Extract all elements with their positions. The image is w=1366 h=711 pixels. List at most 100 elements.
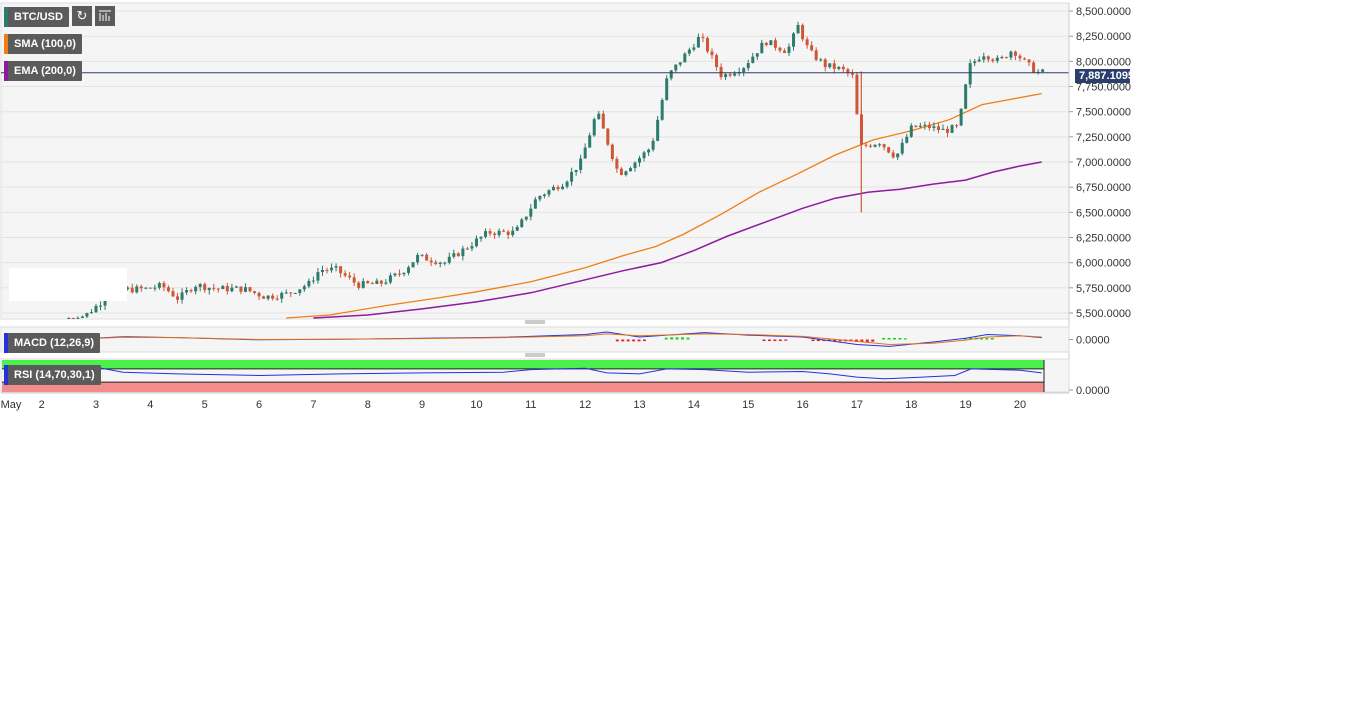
sma-color-marker bbox=[4, 34, 8, 54]
candle-body bbox=[479, 236, 483, 239]
candle-body bbox=[936, 126, 940, 130]
candle-body bbox=[959, 108, 963, 126]
candle-body bbox=[764, 42, 768, 46]
candle-body bbox=[438, 262, 442, 264]
macd-histogram-bar bbox=[686, 337, 690, 340]
candle-body bbox=[977, 59, 981, 62]
candle-body bbox=[207, 287, 211, 291]
candle-body bbox=[135, 286, 139, 293]
y-tick-label: 7,750.0000 bbox=[1076, 82, 1131, 94]
candle-body bbox=[429, 260, 433, 263]
candle-body bbox=[638, 158, 642, 163]
symbol-badge[interactable]: BTC/USD bbox=[4, 7, 69, 27]
x-tick-label: 12 bbox=[579, 399, 591, 411]
macd-histogram-bar bbox=[892, 337, 896, 340]
x-tick-label: 14 bbox=[688, 399, 700, 411]
x-tick-label: 5 bbox=[202, 399, 208, 411]
candle-body bbox=[85, 313, 89, 317]
candle-body bbox=[964, 84, 968, 109]
candle-body bbox=[556, 187, 560, 190]
y-tick-label: 6,250.0000 bbox=[1076, 232, 1131, 244]
candle-body bbox=[474, 238, 478, 247]
candle-body bbox=[89, 312, 93, 314]
ema-label: EMA (200,0) bbox=[14, 65, 76, 77]
candle-body bbox=[873, 144, 877, 147]
candle-body bbox=[447, 256, 451, 263]
macd-histogram-bar bbox=[882, 337, 886, 340]
candle-body bbox=[1009, 51, 1013, 58]
candle-body bbox=[198, 284, 202, 287]
sma-badge[interactable]: SMA (100,0) bbox=[4, 34, 82, 54]
candle-body bbox=[71, 318, 75, 319]
candle-body bbox=[407, 267, 411, 273]
candle-body bbox=[687, 49, 691, 54]
candle-body bbox=[633, 162, 637, 169]
candle-body bbox=[266, 295, 270, 299]
candle-body bbox=[606, 128, 610, 145]
y-tick-label: 6,750.0000 bbox=[1076, 182, 1131, 194]
candle-body bbox=[162, 283, 166, 288]
candle-body bbox=[166, 287, 170, 292]
candle-body bbox=[502, 230, 506, 232]
candle-body bbox=[592, 119, 596, 136]
macd-histogram-bar bbox=[871, 339, 875, 342]
candle-body bbox=[819, 59, 823, 61]
candle-body bbox=[289, 292, 293, 294]
candle-body bbox=[814, 50, 818, 60]
rsi-y-tick-label: 0.0000 bbox=[1076, 385, 1110, 397]
macd-histogram-bar bbox=[969, 337, 973, 340]
candle-body bbox=[452, 253, 456, 257]
splitter-1[interactable] bbox=[525, 320, 545, 324]
sma-series bbox=[286, 92, 1042, 319]
blank-overlay bbox=[9, 268, 127, 301]
candle-body bbox=[484, 231, 488, 237]
candle-body bbox=[823, 59, 827, 68]
candle-body bbox=[669, 70, 673, 79]
candle-body bbox=[651, 140, 655, 150]
candle-body bbox=[973, 61, 977, 64]
indicator-settings-button[interactable] bbox=[95, 6, 115, 26]
candle-body bbox=[705, 37, 709, 52]
candle-body bbox=[551, 187, 555, 191]
macd-badge[interactable]: MACD (12,26,9) bbox=[4, 333, 101, 353]
candle-body bbox=[103, 297, 107, 306]
refresh-button[interactable]: ↻ bbox=[72, 6, 92, 26]
rsi-badge[interactable]: RSI (14,70,30,1) bbox=[4, 365, 101, 385]
candle-body bbox=[647, 149, 651, 153]
candle-body bbox=[144, 287, 148, 289]
x-tick-label: 2 bbox=[39, 399, 45, 411]
macd-histogram-bar bbox=[854, 339, 858, 342]
candle-body bbox=[601, 113, 605, 129]
macd-histogram-bar bbox=[784, 339, 788, 341]
candle-body bbox=[923, 124, 927, 126]
candle-body bbox=[185, 290, 189, 293]
rsi-plot: 0.0000 bbox=[2, 360, 1110, 397]
macd-histogram-bar bbox=[860, 339, 864, 342]
candle-body bbox=[986, 56, 990, 60]
candle-body bbox=[307, 280, 311, 287]
candle-body bbox=[493, 233, 497, 236]
candle-body bbox=[796, 24, 800, 34]
macd-histogram-bar bbox=[621, 339, 625, 342]
splitter-2[interactable] bbox=[525, 353, 545, 357]
candle-body bbox=[425, 254, 429, 261]
candle-body bbox=[751, 56, 755, 63]
candle-body bbox=[801, 24, 805, 40]
macd-histogram-bar bbox=[816, 339, 820, 342]
candle-body bbox=[511, 230, 515, 235]
candles bbox=[67, 21, 1045, 319]
candle-body bbox=[171, 291, 175, 297]
candle-body bbox=[298, 289, 302, 294]
candle-body bbox=[456, 253, 460, 257]
candle-body bbox=[1013, 51, 1017, 56]
candle-body bbox=[402, 272, 406, 275]
x-tick-label: 7 bbox=[310, 399, 316, 411]
indicator-settings-icon bbox=[99, 10, 111, 21]
candle-body bbox=[991, 59, 995, 61]
refresh-icon: ↻ bbox=[76, 8, 88, 23]
candle-body bbox=[773, 40, 777, 48]
candle-body bbox=[832, 63, 836, 69]
ema-badge[interactable]: EMA (200,0) bbox=[4, 61, 82, 81]
candle-body bbox=[728, 74, 732, 76]
